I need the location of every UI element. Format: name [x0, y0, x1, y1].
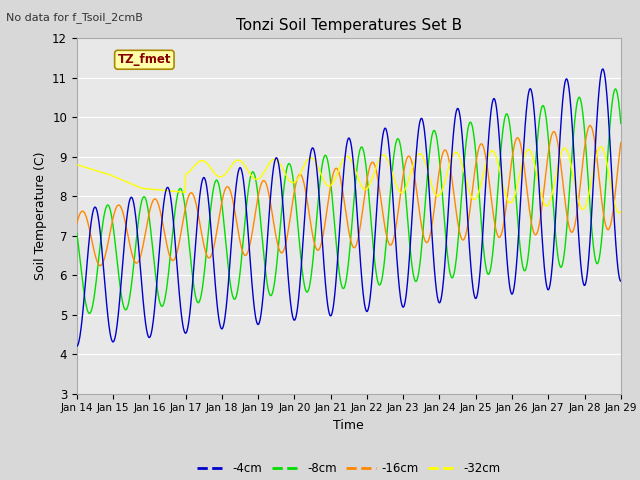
Text: No data for f_Tsoil_2cmB: No data for f_Tsoil_2cmB [6, 12, 143, 23]
Text: TZ_fmet: TZ_fmet [118, 53, 171, 66]
Y-axis label: Soil Temperature (C): Soil Temperature (C) [33, 152, 47, 280]
Title: Tonzi Soil Temperatures Set B: Tonzi Soil Temperatures Set B [236, 18, 462, 33]
X-axis label: Time: Time [333, 419, 364, 432]
Legend: -4cm, -8cm, -16cm, -32cm: -4cm, -8cm, -16cm, -32cm [192, 457, 506, 480]
